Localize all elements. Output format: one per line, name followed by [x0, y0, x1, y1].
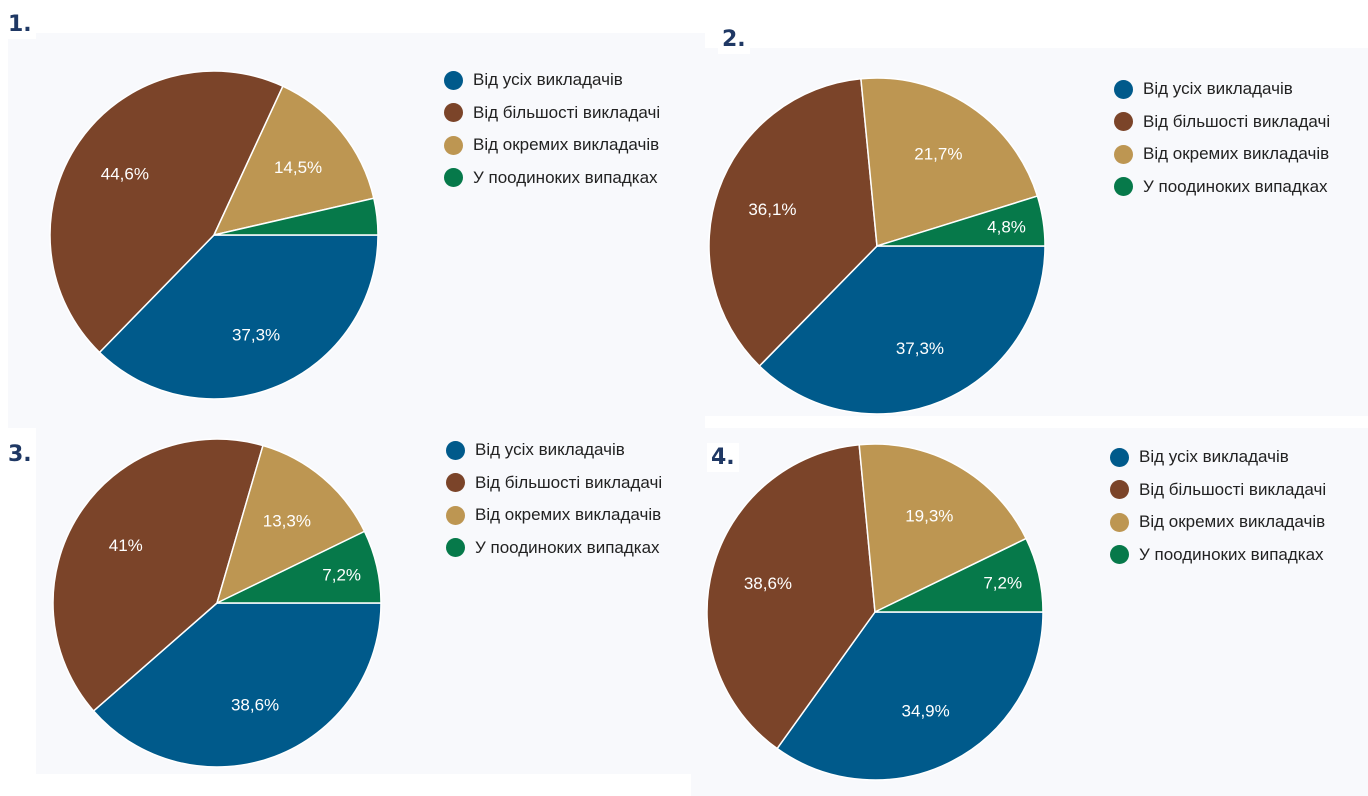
- slice-value-label: 4,8%: [987, 217, 1026, 236]
- legend-item: У поодиноких випадках: [446, 532, 691, 565]
- legend-label: Від більшості викладачі: [473, 102, 661, 122]
- legend-label: Від більшості викладачі: [1143, 111, 1331, 131]
- slice-value-label: 21,7%: [914, 145, 962, 164]
- panel-number-4: 4.: [707, 443, 739, 472]
- legend-item: Від усіх викладачів: [444, 64, 690, 97]
- legend-label: Від окремих викладачів: [475, 505, 662, 525]
- legend-label: Від усіх викладачів: [1143, 79, 1293, 99]
- legend-label: Від окремих викладачів: [473, 135, 660, 155]
- pie-slice-some: [858, 443, 1028, 614]
- pie-slice-most: [706, 443, 876, 750]
- legend-item: Від усіх викладачів: [446, 434, 691, 467]
- pie-slice-most: [49, 70, 284, 354]
- legend-item: Від окремих викладачів: [1114, 138, 1368, 171]
- legend-item: Від більшості викладачі: [446, 467, 691, 500]
- pie-slice-all: [776, 611, 1044, 781]
- pie-slice-all: [92, 602, 382, 768]
- slice-value-label: 37,3%: [232, 326, 280, 345]
- legend-dot: [444, 103, 463, 123]
- pie-slice-most: [52, 438, 264, 713]
- legend-dot: [446, 538, 465, 558]
- legend-dot: [444, 135, 463, 155]
- pie-1-slices: 37,3% 44,6% 14,5%: [49, 70, 379, 400]
- slice-value-label: 19,3%: [905, 506, 953, 525]
- legend-item: Від усіх викладачів: [1110, 441, 1368, 474]
- legend-label: Від усіх викладачів: [1139, 447, 1289, 467]
- legend-dot: [1110, 480, 1129, 500]
- slice-value-label: 41%: [109, 536, 143, 555]
- legend-2: Від усіх викладачів Від більшості виклад…: [1114, 73, 1368, 203]
- slice-value-label: 14,5%: [274, 158, 322, 177]
- legend-dot: [1114, 144, 1133, 164]
- legend-label: У поодиноких випадках: [1139, 544, 1324, 564]
- legend-item: Від більшості викладачі: [1110, 474, 1368, 507]
- legend-item: У поодиноких випадках: [1114, 171, 1368, 204]
- legend-item: Від окремих викладачів: [446, 499, 691, 532]
- pie-slice-some: [860, 77, 1039, 247]
- legend-dot: [444, 70, 463, 90]
- legend-item: Від окремих викладачів: [1110, 506, 1368, 539]
- legend-dot: [444, 168, 463, 188]
- legend-1: Від усіх викладачів Від більшості виклад…: [444, 64, 690, 194]
- legend-item: У поодиноких випадках: [1110, 539, 1368, 572]
- pie-slice-most: [708, 77, 878, 368]
- pie-slice-rare: [874, 537, 1044, 613]
- slice-value-label: 44,6%: [101, 165, 149, 184]
- legend-label: Від окремих викладачів: [1143, 144, 1330, 164]
- pie-2-slices: 37,3% 36,1% 21,7% 4,8%: [708, 77, 1046, 415]
- legend-item: У поодиноких випадках: [444, 162, 690, 195]
- slice-value-label: 7,2%: [322, 565, 361, 584]
- legend-dot: [446, 473, 465, 493]
- slice-value-label: 34,9%: [902, 702, 950, 721]
- legend-label: У поодиноких випадках: [473, 167, 658, 187]
- panel-number-3: 3.: [4, 440, 36, 469]
- legend-dot: [1114, 112, 1133, 132]
- legend-item: Від окремих викладачів: [444, 129, 690, 162]
- legend-label: Від більшості викладачі: [475, 472, 663, 492]
- pie-slice-some: [212, 85, 375, 237]
- legend-label: Від окремих викладачів: [1139, 512, 1326, 532]
- legend-item: Від більшості викладачі: [1114, 106, 1368, 139]
- pie-slice-rare: [213, 197, 379, 236]
- slice-value-label: 13,3%: [263, 511, 311, 530]
- legend-4: Від усіх викладачів Від більшості виклад…: [1110, 441, 1368, 571]
- legend-dot: [1110, 447, 1129, 467]
- legend-dot: [446, 440, 465, 460]
- legend-label: У поодиноких випадках: [1143, 176, 1328, 196]
- legend-dot: [446, 505, 465, 525]
- pie-3-slices: 38,6% 41% 13,3% 7,2%: [52, 438, 382, 768]
- panel-number-2: 2.: [718, 25, 750, 54]
- legend-item: Від більшості викладачі: [444, 97, 690, 130]
- pie-slice-all: [758, 245, 1046, 415]
- legend-dot: [1110, 512, 1129, 532]
- pie-slice-all: [98, 234, 379, 400]
- pie-slice-some: [215, 444, 366, 605]
- legend-dot: [1110, 545, 1129, 565]
- slice-value-label: 36,1%: [748, 200, 796, 219]
- pie-slice-rare: [216, 530, 382, 604]
- slice-value-label: 38,6%: [231, 695, 279, 714]
- slice-value-label: 37,3%: [896, 339, 944, 358]
- legend-label: У поодиноких випадках: [475, 537, 660, 557]
- legend-dot: [1114, 177, 1133, 197]
- panel-number-1: 1.: [4, 10, 36, 39]
- legend-dot: [1114, 79, 1133, 99]
- legend-label: Від усіх викладачів: [473, 70, 623, 90]
- legend-3: Від усіх викладачів Від більшості виклад…: [446, 434, 691, 564]
- pie-slice-rare: [876, 195, 1046, 247]
- legend-label: Від усіх викладачів: [475, 440, 625, 460]
- slice-value-label: 38,6%: [744, 574, 792, 593]
- slice-value-label: 7,2%: [983, 574, 1022, 593]
- legend-label: Від більшості викладачі: [1139, 479, 1327, 499]
- pie-4-slices: 34,9% 38,6% 19,3% 7,2%: [706, 443, 1044, 781]
- legend-item: Від усіх викладачів: [1114, 73, 1368, 106]
